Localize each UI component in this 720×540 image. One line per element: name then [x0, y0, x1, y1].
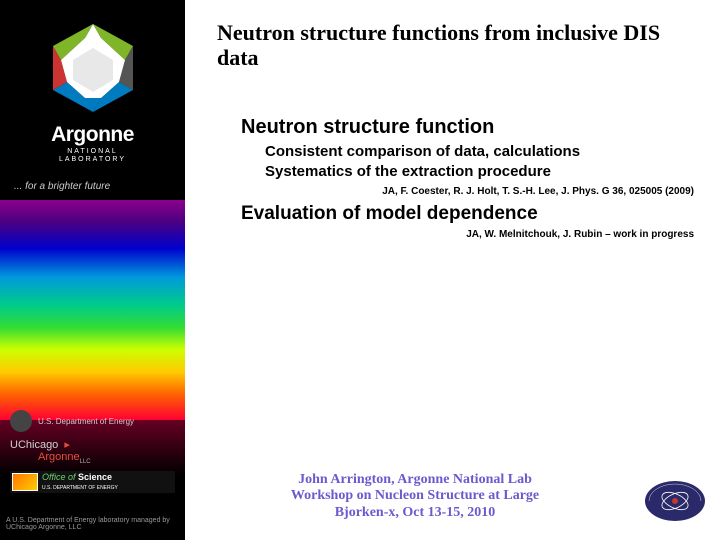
- slide-title: Neutron structure functions from inclusi…: [217, 20, 698, 71]
- arrow-icon: ▸: [64, 438, 70, 451]
- citation-2: JA, W. Melnitchouk, J. Rubin – work in p…: [217, 229, 698, 240]
- logo-area: Argonne NATIONAL LABORATORY: [0, 0, 185, 171]
- tagline: ... for a brighter future: [0, 171, 185, 200]
- presenter-block: John Arrington, Argonne National Lab Wor…: [195, 472, 635, 522]
- office-of-science-row: Office of Science U.S. DEPARTMENT OF ENE…: [10, 471, 175, 493]
- argonne-llc-row: ArgonneLLC: [10, 451, 175, 465]
- org-sub1: NATIONAL: [10, 148, 175, 155]
- rainbow-strip: [0, 200, 185, 420]
- doe-seal-icon: [10, 410, 32, 432]
- doe-text: U.S. Department of Energy: [38, 417, 134, 426]
- affiliation-badges: U.S. Department of Energy UChicago ▸ Argo…: [10, 410, 175, 493]
- presenter-line-2: Workshop on Nucleon Structure at Large: [195, 488, 635, 505]
- argonne-red: Argonne: [38, 451, 80, 463]
- sidebar-footer: A U.S. Department of Energy laboratory m…: [0, 515, 185, 534]
- citation-1: JA, F. Coester, R. J. Holt, T. S.-H. Lee…: [217, 186, 698, 197]
- uchicago-text: UChicago: [10, 439, 58, 451]
- uchicago-argonne-row: UChicago ▸: [10, 438, 175, 451]
- sidebar: Argonne NATIONAL LABORATORY ... for a br…: [0, 0, 185, 540]
- bullet-line-3: Evaluation of model dependence: [217, 203, 698, 225]
- office-science-icon: [12, 473, 38, 491]
- presenter-line-3: Bjorken-x, Oct 13-15, 2010: [195, 505, 635, 522]
- nuclear-physics-badge-icon: [644, 480, 706, 522]
- org-sub2: LABORATORY: [10, 156, 175, 163]
- org-name: Argonne: [10, 123, 175, 147]
- argonne-hex-logo: [43, 18, 143, 118]
- office-science-text: Office of Science U.S. DEPARTMENT OF ENE…: [42, 473, 118, 491]
- bullet-line-2: Systematics of the extraction procedure: [217, 162, 698, 182]
- doe-seal-row: U.S. Department of Energy: [10, 410, 175, 432]
- section-heading: Neutron structure function: [217, 116, 698, 139]
- presenter-line-1: John Arrington, Argonne National Lab: [195, 472, 635, 489]
- main-content: Neutron structure functions from inclusi…: [195, 0, 720, 540]
- llc-sub: LLC: [80, 459, 91, 465]
- bullet-line-1: Consistent comparison of data, calculati…: [217, 142, 698, 162]
